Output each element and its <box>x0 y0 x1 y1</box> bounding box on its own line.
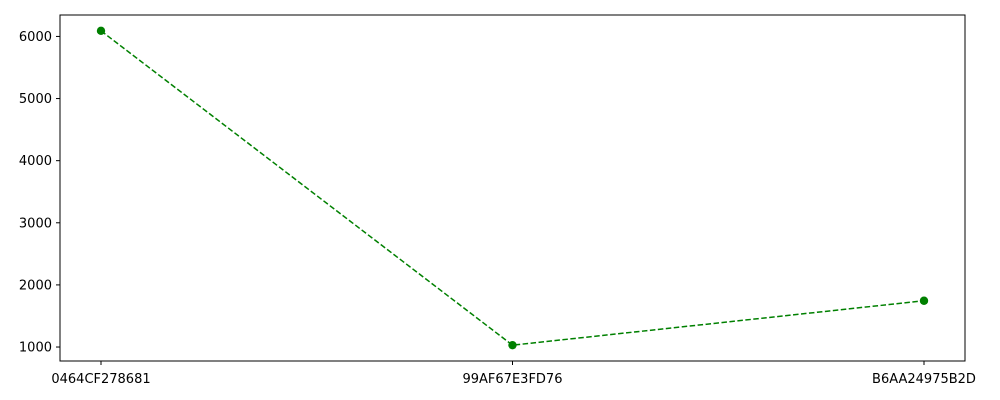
data-point <box>508 340 517 350</box>
series-line <box>100 30 925 346</box>
x-axis: 0464CF278681 99AF67E3FD76 B6AA24975B2D <box>51 361 976 387</box>
x-tick-label: 0464CF278681 <box>51 372 150 387</box>
y-tick-label: 5000 <box>19 92 52 107</box>
y-axis: 1000 2000 3000 4000 5000 6000 <box>19 30 60 356</box>
plot-frame <box>59 14 966 362</box>
plot-background <box>60 15 965 361</box>
data-series <box>96 26 929 350</box>
y-tick-label: 4000 <box>19 154 52 169</box>
y-tick-label: 3000 <box>19 216 52 231</box>
y-tick-label: 6000 <box>19 30 52 45</box>
data-point <box>919 296 929 305</box>
x-tick-label: 99AF67E3FD76 <box>463 372 563 387</box>
x-tick-label: B6AA24975B2D <box>872 372 976 387</box>
y-tick-label: 1000 <box>19 341 52 356</box>
y-tick-label: 2000 <box>19 278 52 293</box>
data-point <box>96 26 106 36</box>
